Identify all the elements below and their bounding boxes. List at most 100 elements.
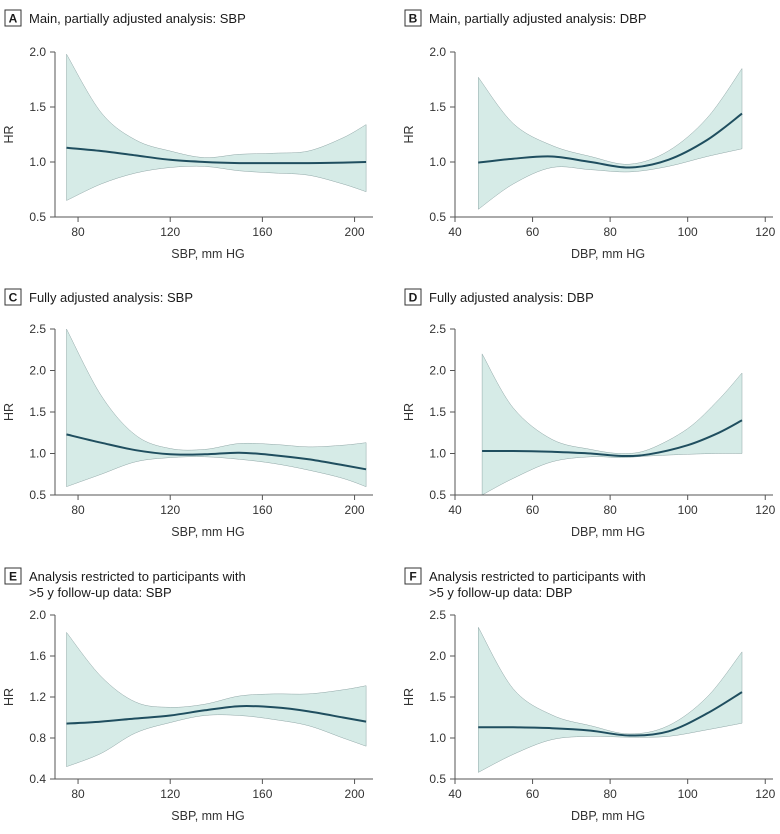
panel-letter: E [9, 570, 17, 584]
hr-curve [478, 691, 743, 737]
y-tick-label: 0.5 [29, 488, 46, 502]
panel-title: Main, partially adjusted analysis: SBP [29, 11, 246, 26]
y-tick-label: 1.6 [29, 649, 46, 663]
x-tick-label: 120 [755, 787, 775, 801]
y-tick-label: 0.5 [29, 210, 46, 224]
panel-letter-box [404, 567, 422, 585]
x-tick-label: 160 [252, 225, 272, 239]
x-axis-title: SBP, mm HG [171, 247, 244, 261]
y-tick-label: 2.0 [29, 364, 46, 378]
panel-title: Fully adjusted analysis: SBP [29, 290, 193, 305]
x-tick-label: 40 [448, 503, 462, 517]
y-tick-label: 1.5 [29, 100, 46, 114]
y-tick-label: 1.5 [29, 405, 46, 419]
x-tick-label: 80 [71, 225, 85, 239]
x-tick-label: 80 [603, 503, 617, 517]
panel-letter-box [404, 9, 422, 27]
panel-letter: B [409, 12, 418, 26]
panel-b: B Main, partially adjusted analysis: DBP 0… [402, 9, 776, 261]
confidence-band [481, 352, 743, 496]
y-axis-title: HR [2, 403, 16, 421]
confidence-band [66, 328, 367, 488]
panel-title: >5 y follow-up data: DBP [429, 585, 572, 600]
y-tick-label: 1.5 [429, 405, 446, 419]
y-tick-label: 2.0 [429, 364, 446, 378]
x-tick-label: 60 [526, 225, 540, 239]
x-tick-label: 160 [252, 503, 272, 517]
y-tick-label: 0.4 [29, 772, 46, 786]
y-tick-label: 1.5 [429, 100, 446, 114]
x-tick-label: 80 [71, 787, 85, 801]
y-axis-title: HR [402, 125, 416, 143]
panel-title: Analysis restricted to participants with [429, 569, 646, 584]
panel-a: A Main, partially adjusted analysis: SBP 0… [2, 9, 373, 261]
x-tick-label: 80 [603, 225, 617, 239]
x-tick-label: 200 [345, 503, 365, 517]
y-tick-label: 2.0 [29, 608, 46, 622]
panel-letter: D [409, 291, 418, 305]
y-axis-title: HR [2, 688, 16, 706]
panel-letter-box [4, 288, 22, 306]
y-tick-label: 2.5 [429, 608, 446, 622]
x-axis-title: SBP, mm HG [171, 525, 244, 539]
panel-letter: C [9, 291, 18, 305]
y-tick-label: 2.5 [29, 322, 46, 336]
x-axis-title: DBP, mm HG [571, 525, 645, 539]
confidence-band [478, 626, 743, 773]
y-tick-label: 1.0 [29, 155, 46, 169]
y-tick-label: 1.0 [429, 155, 446, 169]
x-tick-label: 100 [678, 225, 698, 239]
x-axis-title: DBP, mm HG [571, 247, 645, 261]
x-tick-label: 120 [160, 503, 180, 517]
panel-d: D Fully adjusted analysis: DBP 0.5 1.0 1.5 2.… [402, 288, 776, 539]
y-tick-label: 2.0 [29, 45, 46, 59]
y-tick-label: 1.5 [429, 690, 446, 704]
x-tick-label: 200 [345, 787, 365, 801]
y-tick-label: 0.5 [429, 210, 446, 224]
panel-letter: F [409, 570, 416, 584]
hr-curve [66, 705, 367, 725]
panel-e: E Analysis restricted to participants wit… [2, 567, 373, 823]
y-tick-label: 0.8 [29, 731, 46, 745]
y-tick-label: 2.5 [429, 322, 446, 336]
panel-letter-box [4, 567, 22, 585]
y-tick-label: 2.0 [429, 45, 446, 59]
hr-curve [66, 433, 367, 471]
x-tick-label: 120 [755, 225, 775, 239]
y-tick-label: 1.0 [29, 447, 46, 461]
x-tick-label: 40 [448, 225, 462, 239]
y-axis-title: HR [2, 125, 16, 143]
panel-title: >5 y follow-up data: SBP [29, 585, 172, 600]
x-tick-label: 100 [678, 787, 698, 801]
confidence-band [66, 631, 367, 768]
panel-title: Fully adjusted analysis: DBP [429, 290, 594, 305]
x-axis-title: DBP, mm HG [571, 809, 645, 823]
x-tick-label: 60 [526, 503, 540, 517]
x-tick-label: 60 [526, 787, 540, 801]
y-axis-title: HR [402, 403, 416, 421]
panel-title: Main, partially adjusted analysis: DBP [429, 11, 647, 26]
panel-c: C Fully adjusted analysis: SBP 0.5 1.0 1.5 2.… [2, 288, 373, 539]
x-tick-label: 120 [755, 503, 775, 517]
x-tick-label: 80 [71, 503, 85, 517]
hr-curve [478, 112, 743, 169]
confidence-band [66, 53, 367, 201]
x-tick-label: 80 [603, 787, 617, 801]
panel-letter-box [4, 9, 22, 27]
x-tick-label: 160 [252, 787, 272, 801]
panel-letter: A [9, 12, 18, 26]
panel-f: F Analysis restricted to participants wit… [402, 567, 776, 823]
y-tick-label: 1.2 [29, 690, 46, 704]
x-tick-label: 200 [345, 225, 365, 239]
y-axis-title: HR [402, 688, 416, 706]
y-tick-label: 0.5 [429, 772, 446, 786]
x-tick-label: 40 [448, 787, 462, 801]
panel-title: Analysis restricted to participants with [29, 569, 246, 584]
x-tick-label: 120 [160, 787, 180, 801]
panel-letter-box [404, 288, 422, 306]
y-tick-label: 1.0 [429, 447, 446, 461]
y-tick-label: 0.5 [429, 488, 446, 502]
hr-curve [482, 419, 743, 458]
x-tick-label: 120 [160, 225, 180, 239]
